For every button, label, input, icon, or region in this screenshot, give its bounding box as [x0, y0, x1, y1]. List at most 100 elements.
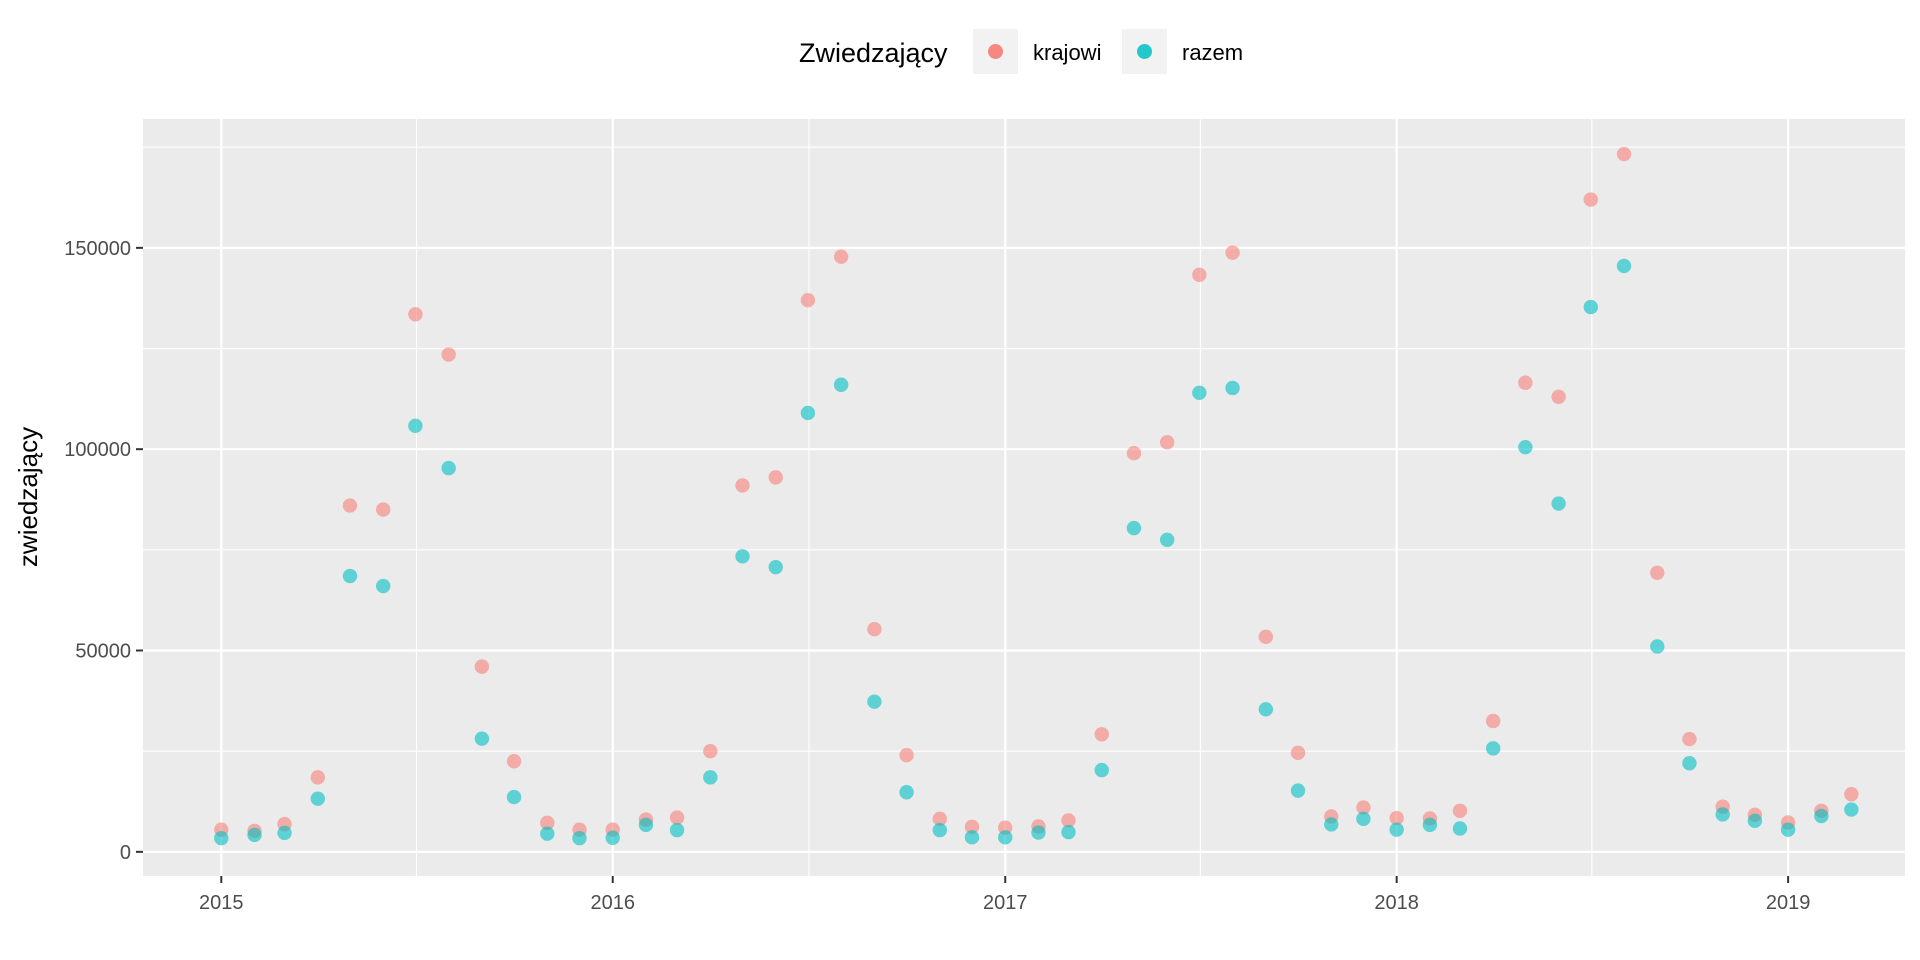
point-krajowi	[1126, 446, 1142, 461]
plot-panel	[143, 119, 1905, 876]
point-razem	[669, 822, 685, 838]
point-krajowi	[342, 498, 358, 513]
point-razem	[768, 559, 783, 575]
legend-marker-krajowi	[988, 44, 1003, 59]
point-razem	[342, 568, 358, 584]
point-razem	[1814, 808, 1829, 824]
point-krajowi	[1682, 731, 1697, 747]
point-razem	[441, 460, 456, 476]
point-razem	[638, 817, 654, 833]
point-razem	[1126, 520, 1142, 536]
point-razem	[800, 405, 816, 421]
point-krajowi	[376, 502, 391, 517]
point-razem	[867, 694, 882, 709]
point-razem	[1159, 532, 1175, 547]
point-razem	[277, 825, 292, 841]
point-krajowi	[1258, 629, 1274, 645]
point-razem	[735, 549, 750, 564]
point-razem	[605, 830, 620, 845]
x-tick-label: 2018	[1374, 892, 1419, 914]
point-razem	[214, 830, 229, 846]
point-krajowi	[833, 249, 849, 264]
point-krajowi	[506, 754, 522, 769]
point-razem	[964, 830, 980, 845]
point-krajowi	[1844, 787, 1859, 802]
x-tick-label: 2016	[590, 892, 635, 914]
point-razem	[1061, 824, 1076, 840]
point-razem	[1682, 756, 1697, 771]
point-razem	[1452, 821, 1468, 836]
point-razem	[1583, 299, 1598, 315]
point-razem	[1747, 813, 1763, 829]
legend-label-razem: razem	[1182, 40, 1243, 65]
point-krajowi	[310, 770, 326, 785]
point-krajowi	[1159, 435, 1175, 450]
legend-marker-razem	[1137, 44, 1152, 59]
point-razem	[506, 789, 522, 805]
point-krajowi	[1290, 745, 1306, 760]
point-razem	[1290, 783, 1306, 798]
point-razem	[247, 827, 262, 843]
point-krajowi	[474, 659, 490, 674]
point-razem	[1225, 380, 1240, 396]
point-krajowi	[1389, 810, 1404, 826]
point-krajowi	[867, 621, 882, 637]
point-krajowi	[932, 811, 948, 827]
point-razem	[1324, 817, 1339, 832]
point-krajowi	[1061, 813, 1076, 828]
point-razem	[1551, 496, 1566, 511]
point-razem	[998, 830, 1013, 845]
x-axis: 2015 2016 2017 2018 2019	[199, 876, 1810, 914]
x-tick-label: 2017	[983, 892, 1028, 914]
point-krajowi	[1551, 389, 1566, 405]
y-axis: 0 50000 100000 150000	[64, 238, 143, 864]
point-razem	[1389, 822, 1404, 837]
data-points	[214, 146, 1859, 846]
point-krajowi	[408, 307, 423, 322]
grid-minor	[143, 119, 1905, 876]
y-axis-title: zwiedzający	[13, 427, 43, 567]
point-razem	[833, 377, 849, 392]
point-razem	[1031, 825, 1046, 840]
point-razem	[932, 822, 948, 838]
point-razem	[703, 770, 718, 785]
point-razem	[1780, 822, 1796, 837]
point-krajowi	[1356, 800, 1371, 815]
y-tick-label: 50000	[75, 641, 131, 663]
point-krajowi	[669, 810, 685, 825]
point-razem	[1616, 258, 1632, 274]
point-krajowi	[703, 743, 718, 759]
point-razem	[310, 791, 326, 806]
point-razem	[1356, 811, 1371, 827]
point-razem	[1422, 817, 1438, 833]
point-razem	[540, 826, 555, 841]
point-krajowi	[1452, 803, 1468, 818]
point-razem	[1844, 802, 1859, 817]
point-razem	[376, 578, 391, 594]
point-krajowi	[1650, 565, 1665, 580]
point-krajowi	[441, 347, 456, 362]
point-krajowi	[1583, 192, 1598, 207]
y-tick-label: 100000	[64, 439, 131, 461]
legend-label-krajowi: krajowi	[1033, 40, 1101, 65]
point-razem	[474, 731, 490, 746]
point-razem	[1485, 741, 1501, 756]
point-krajowi	[735, 478, 750, 493]
point-razem	[899, 785, 914, 800]
point-krajowi	[1225, 245, 1240, 260]
point-krajowi	[768, 470, 783, 485]
point-krajowi	[1094, 727, 1109, 742]
point-krajowi	[899, 748, 914, 763]
point-razem	[408, 418, 423, 434]
point-razem	[1192, 385, 1207, 401]
point-krajowi	[1192, 267, 1207, 283]
point-razem	[1258, 702, 1274, 717]
point-krajowi	[540, 815, 555, 831]
legend-title: Zwiedzający	[799, 38, 948, 68]
legend: Zwiedzający krajowi razem	[799, 29, 1243, 74]
point-razem	[1715, 807, 1730, 822]
y-tick-label: 150000	[64, 238, 131, 260]
point-krajowi	[964, 819, 980, 835]
point-razem	[1650, 639, 1665, 654]
